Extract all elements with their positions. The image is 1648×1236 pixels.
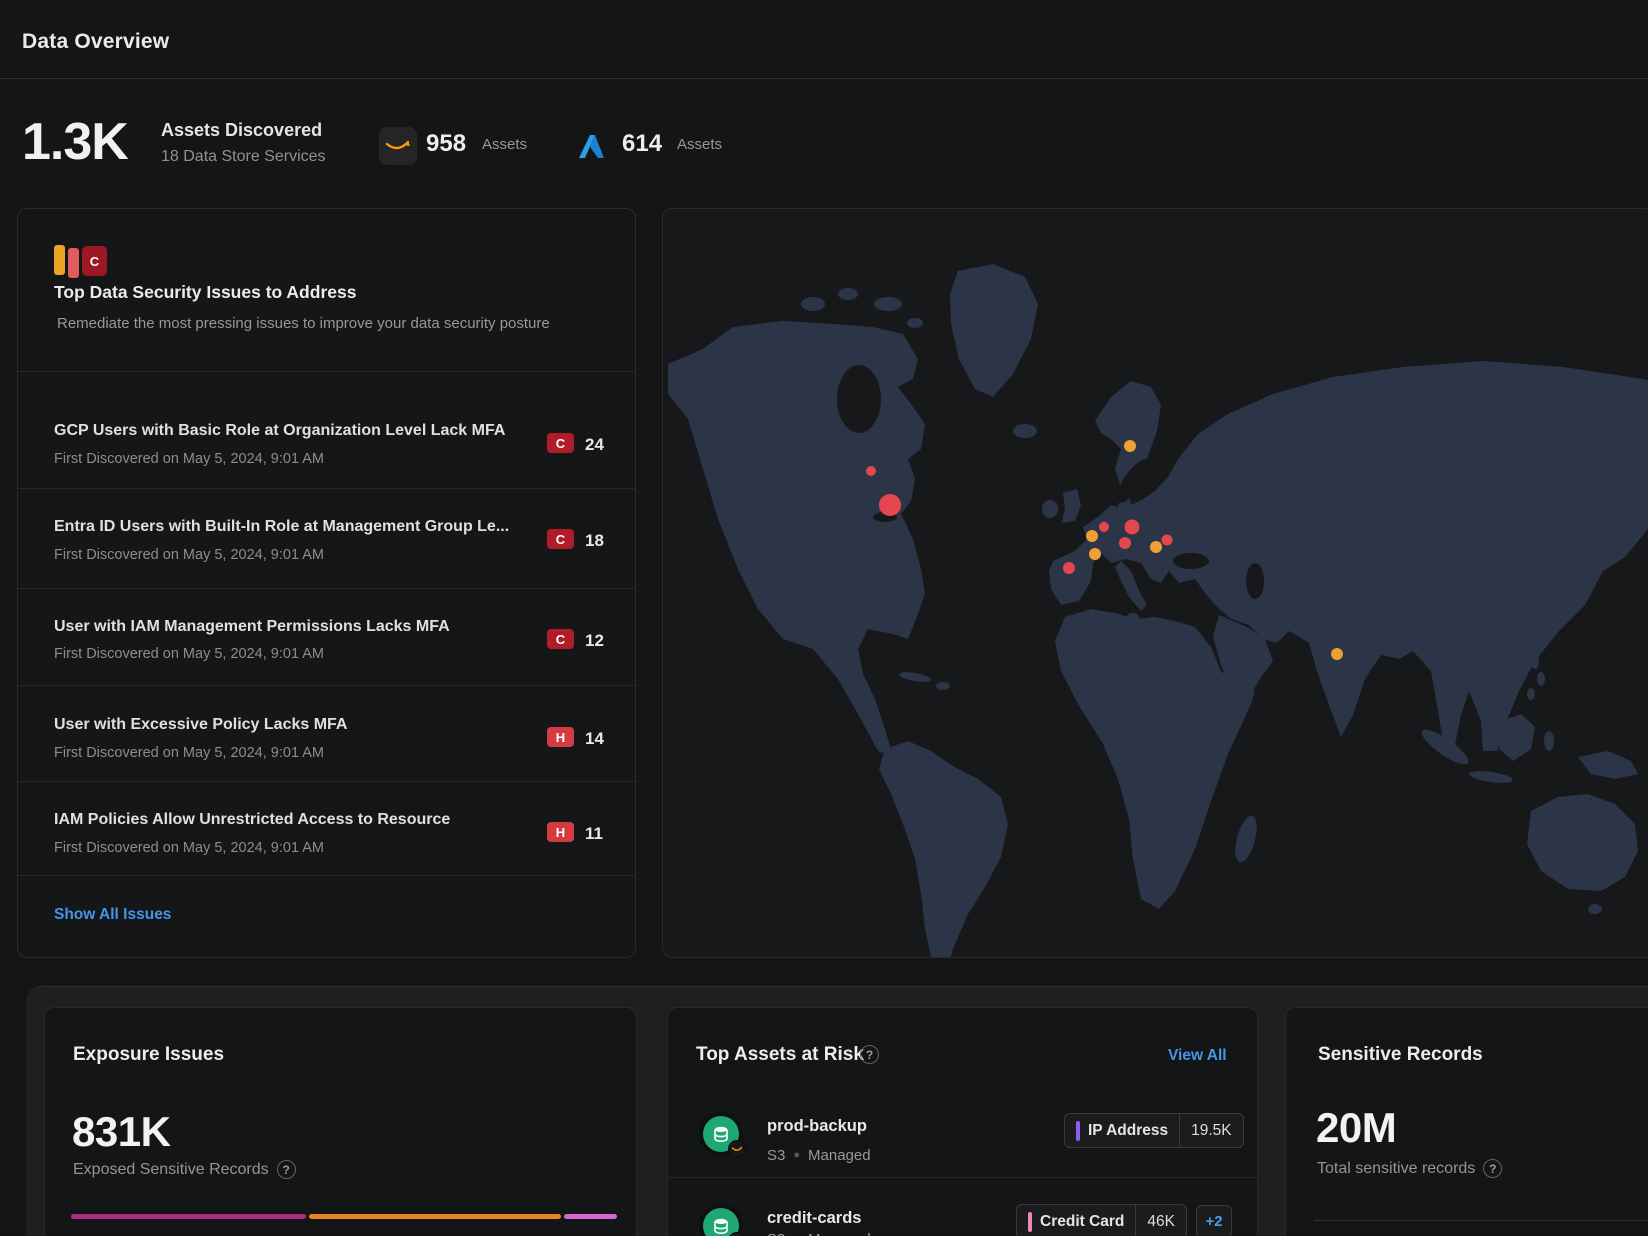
records-card-title: Sensitive Records bbox=[1318, 1044, 1483, 1066]
issue-discovered-date: First Discovered on May 5, 2024, 9:01 AM bbox=[54, 547, 324, 563]
records-label-text: Total sensitive records bbox=[1317, 1160, 1475, 1178]
issues-card-subtitle: Remediate the most pressing issues to im… bbox=[57, 315, 550, 332]
top-issues-card: C Top Data Security Issues to Address Re… bbox=[17, 208, 636, 958]
data-store-services-label: 18 Data Store Services bbox=[161, 148, 326, 166]
divider bbox=[1314, 1220, 1648, 1221]
aws-smile-icon bbox=[379, 127, 417, 165]
azure-assets-count: 614 bbox=[622, 130, 662, 158]
help-icon[interactable]: ? bbox=[860, 1045, 879, 1064]
divider bbox=[18, 371, 635, 372]
chip-value: 19.5K bbox=[1191, 1122, 1232, 1140]
map-marker[interactable] bbox=[1162, 535, 1173, 546]
assets-card-title: Top Assets at Risk bbox=[696, 1044, 864, 1066]
exposure-issues-card: Exposure Issues 831K Exposed Sensitive R… bbox=[44, 1007, 637, 1236]
azure-assets-unit: Assets bbox=[677, 136, 722, 153]
exposure-value: 831K bbox=[72, 1108, 170, 1156]
help-icon[interactable]: ? bbox=[277, 1160, 296, 1179]
sensitive-records-card: Sensitive Records 20M Total sensitive re… bbox=[1285, 1007, 1648, 1236]
help-icon[interactable]: ? bbox=[1483, 1159, 1502, 1178]
map-marker[interactable] bbox=[879, 494, 901, 516]
map-marker[interactable] bbox=[866, 466, 876, 476]
azure-logo-icon bbox=[575, 130, 608, 163]
world-map bbox=[663, 209, 1648, 958]
map-marker[interactable] bbox=[1124, 440, 1136, 452]
severity-badge: C bbox=[547, 433, 574, 453]
s3-bucket-icon bbox=[699, 1204, 743, 1236]
severity-badge: C bbox=[547, 629, 574, 649]
s3-bucket-icon bbox=[699, 1112, 743, 1156]
exposure-bar-segment bbox=[309, 1214, 560, 1219]
severity-badge: C bbox=[547, 529, 574, 549]
world-map-card bbox=[662, 208, 1648, 958]
divider bbox=[18, 488, 635, 489]
issue-discovered-date: First Discovered on May 5, 2024, 9:01 AM bbox=[54, 840, 324, 856]
exposure-distribution-bar bbox=[71, 1214, 617, 1219]
asset-meta: S3●Managed bbox=[767, 1231, 871, 1236]
exposure-label-text: Exposed Sensitive Records bbox=[73, 1161, 269, 1179]
divider bbox=[668, 1177, 1257, 1178]
critical-letter-icon: C bbox=[82, 246, 107, 276]
data-class-chip[interactable]: Credit Card 46K bbox=[1016, 1204, 1187, 1236]
data-class-chip[interactable]: IP Address 19.5K bbox=[1064, 1113, 1244, 1148]
issue-title[interactable]: User with IAM Management Permissions Lac… bbox=[54, 618, 524, 636]
asset-status: Managed bbox=[808, 1231, 871, 1236]
issue-title[interactable]: GCP Users with Basic Role at Organizatio… bbox=[54, 422, 524, 440]
exposure-bar-segment bbox=[564, 1214, 617, 1219]
asset-meta: S3●Managed bbox=[767, 1147, 871, 1164]
map-marker[interactable] bbox=[1150, 541, 1162, 553]
map-marker[interactable] bbox=[1063, 562, 1075, 574]
records-value: 20M bbox=[1316, 1104, 1396, 1152]
exposure-card-title: Exposure Issues bbox=[73, 1044, 224, 1066]
issue-title[interactable]: User with Excessive Policy Lacks MFA bbox=[54, 716, 524, 734]
aws-assets-unit: Assets bbox=[482, 136, 527, 153]
severity-stack-icon: C bbox=[54, 245, 126, 277]
top-assets-card: Top Assets at Risk ? View All prod-backu… bbox=[667, 1007, 1258, 1236]
aws-smile-icon bbox=[728, 1140, 746, 1158]
issue-count: 11 bbox=[585, 824, 615, 844]
map-marker[interactable] bbox=[1086, 530, 1098, 542]
issue-count: 18 bbox=[585, 531, 615, 551]
records-label: Total sensitive records ? bbox=[1317, 1159, 1502, 1178]
severity-badge: H bbox=[547, 727, 574, 747]
chip-label: IP Address bbox=[1088, 1122, 1168, 1140]
issue-count: 12 bbox=[585, 631, 615, 651]
issue-count: 14 bbox=[585, 729, 615, 749]
assets-discovered-label: Assets Discovered bbox=[161, 120, 322, 141]
chip-accent-bar bbox=[1076, 1121, 1080, 1141]
show-all-issues-link[interactable]: Show All Issues bbox=[54, 906, 171, 924]
asset-status: Managed bbox=[808, 1147, 871, 1164]
issues-card-title: Top Data Security Issues to Address bbox=[54, 282, 356, 303]
map-marker[interactable] bbox=[1125, 520, 1140, 535]
issue-discovered-date: First Discovered on May 5, 2024, 9:01 AM bbox=[54, 646, 324, 662]
more-classes-chip[interactable]: +2 bbox=[1196, 1205, 1232, 1236]
divider bbox=[18, 685, 635, 686]
issue-discovered-date: First Discovered on May 5, 2024, 9:01 AM bbox=[54, 745, 324, 761]
chip-accent-bar bbox=[1028, 1212, 1032, 1232]
view-all-link[interactable]: View All bbox=[1168, 1047, 1227, 1065]
page-title: Data Overview bbox=[22, 30, 169, 54]
exposure-bar-segment bbox=[71, 1214, 306, 1219]
issue-count: 24 bbox=[585, 435, 615, 455]
chip-value: 46K bbox=[1147, 1213, 1175, 1231]
map-marker[interactable] bbox=[1119, 537, 1131, 549]
divider bbox=[18, 875, 635, 876]
divider bbox=[18, 781, 635, 782]
asset-service: S3 bbox=[767, 1147, 785, 1164]
map-marker[interactable] bbox=[1099, 522, 1109, 532]
map-marker[interactable] bbox=[1089, 548, 1101, 560]
issue-title[interactable]: Entra ID Users with Built-In Role at Man… bbox=[54, 518, 524, 536]
severity-badge: H bbox=[547, 822, 574, 842]
header-divider bbox=[0, 78, 1648, 79]
issue-title[interactable]: IAM Policies Allow Unrestricted Access t… bbox=[54, 811, 524, 829]
map-marker[interactable] bbox=[1331, 648, 1343, 660]
exposure-label: Exposed Sensitive Records ? bbox=[73, 1160, 296, 1179]
chip-label: Credit Card bbox=[1040, 1213, 1124, 1231]
assets-discovered-count: 1.3K bbox=[22, 112, 128, 172]
asset-name[interactable]: prod-backup bbox=[767, 1117, 867, 1136]
divider bbox=[18, 588, 635, 589]
asset-service: S3 bbox=[767, 1231, 785, 1236]
issue-discovered-date: First Discovered on May 5, 2024, 9:01 AM bbox=[54, 451, 324, 467]
aws-assets-count: 958 bbox=[426, 130, 466, 158]
asset-name[interactable]: credit-cards bbox=[767, 1209, 861, 1228]
